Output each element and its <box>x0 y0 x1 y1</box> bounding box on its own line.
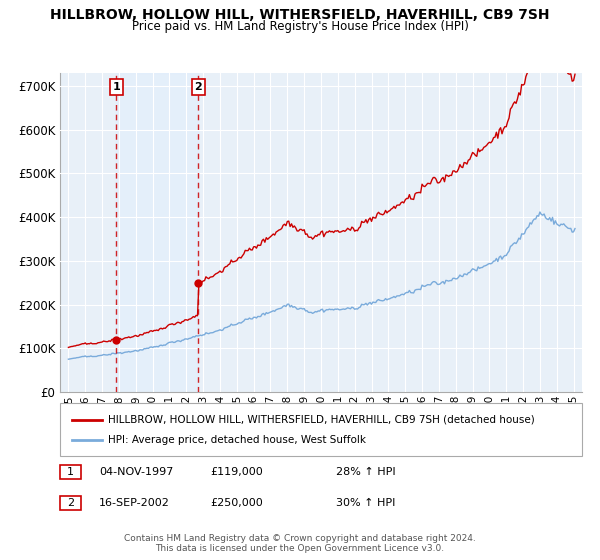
Text: HILLBROW, HOLLOW HILL, WITHERSFIELD, HAVERHILL, CB9 7SH (detached house): HILLBROW, HOLLOW HILL, WITHERSFIELD, HAV… <box>108 415 535 425</box>
Text: 2: 2 <box>67 498 74 508</box>
Text: 1: 1 <box>67 467 74 477</box>
Text: £119,000: £119,000 <box>210 467 263 477</box>
Text: Contains HM Land Registry data © Crown copyright and database right 2024.
This d: Contains HM Land Registry data © Crown c… <box>124 534 476 553</box>
Text: 04-NOV-1997: 04-NOV-1997 <box>99 467 173 477</box>
Text: 1: 1 <box>112 82 120 92</box>
Text: 28% ↑ HPI: 28% ↑ HPI <box>336 467 395 477</box>
Text: 2: 2 <box>194 82 202 92</box>
Text: 30% ↑ HPI: 30% ↑ HPI <box>336 498 395 508</box>
Text: Price paid vs. HM Land Registry's House Price Index (HPI): Price paid vs. HM Land Registry's House … <box>131 20 469 32</box>
Text: HPI: Average price, detached house, West Suffolk: HPI: Average price, detached house, West… <box>108 435 366 445</box>
Bar <box>116 73 198 392</box>
Text: HILLBROW, HOLLOW HILL, WITHERSFIELD, HAVERHILL, CB9 7SH: HILLBROW, HOLLOW HILL, WITHERSFIELD, HAV… <box>50 8 550 22</box>
Text: 16-SEP-2002: 16-SEP-2002 <box>99 498 170 508</box>
Text: £250,000: £250,000 <box>210 498 263 508</box>
